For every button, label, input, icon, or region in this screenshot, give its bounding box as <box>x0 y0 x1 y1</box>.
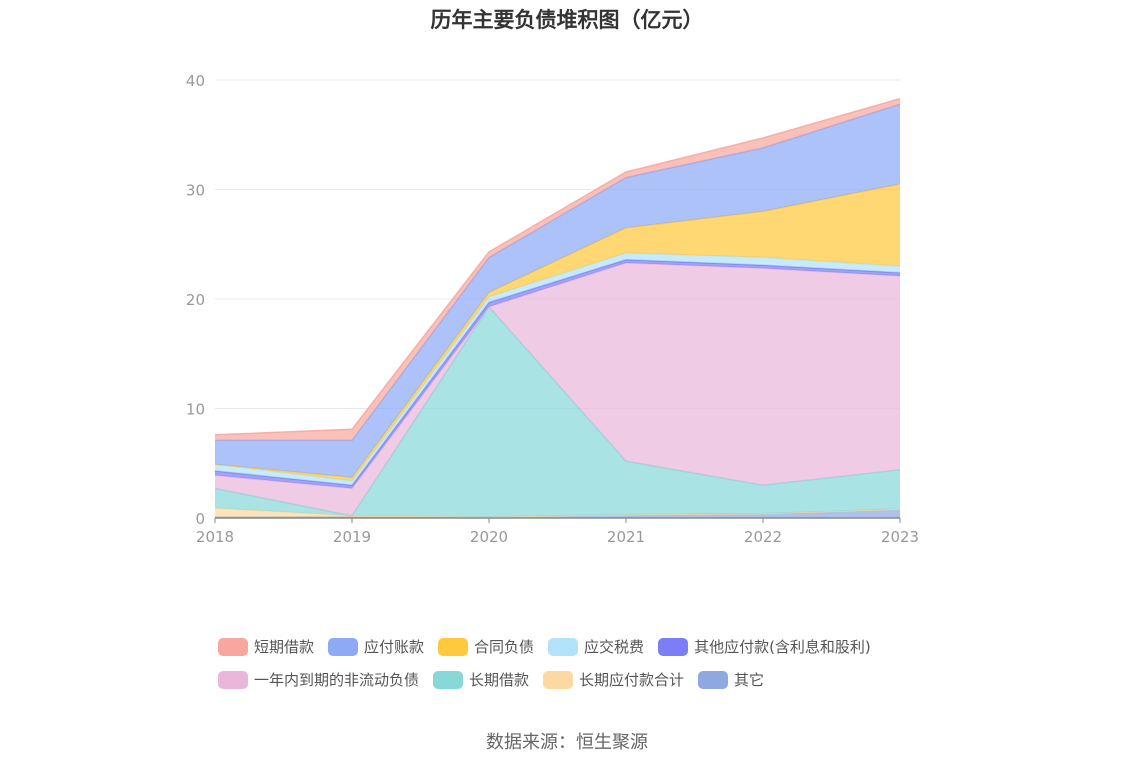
legend-item[interactable]: 应交税费 <box>548 636 644 657</box>
x-tick-label: 2019 <box>333 528 371 546</box>
series-area <box>215 508 900 517</box>
area-series-layer <box>214 97 901 518</box>
axes: 0 10 20 30 40 2018 2019 2020 2021 2022 2023 <box>186 72 919 546</box>
legend-swatch <box>438 637 469 656</box>
x-tick-label: 2022 <box>744 528 782 546</box>
legend-item[interactable]: 一年内到期的非流动负债 <box>218 669 419 690</box>
series-area <box>215 104 900 478</box>
legend-item[interactable]: 长期应付款合计 <box>543 669 684 690</box>
legend-row: 一年内到期的非流动负债 长期借款 长期应付款合计 其它 <box>218 663 978 696</box>
chart-title: 历年主要负债堆积图（亿元） <box>430 8 704 32</box>
y-tick-label: 40 <box>186 72 205 90</box>
legend-swatch <box>328 637 359 656</box>
y-tick-label: 30 <box>186 182 205 200</box>
legend-swatch <box>658 637 689 656</box>
legend-swatch <box>698 670 729 689</box>
legend-item[interactable]: 其它 <box>698 669 764 690</box>
legend-label: 短期借款 <box>254 638 315 656</box>
series-area <box>215 262 900 516</box>
x-tick-label: 2018 <box>196 528 234 546</box>
legend-swatch <box>218 637 248 656</box>
series-area <box>215 184 900 481</box>
legend-swatch <box>548 637 579 656</box>
legend-row: 短期借款 应付账款 合同负债 应交税费 其他应付款(含利息和股利) <box>218 630 978 663</box>
legend-label: 长期应付款合计 <box>579 671 685 689</box>
x-tick-label: 2020 <box>470 528 508 546</box>
legend-item[interactable]: 其他应付款(含利息和股利) <box>658 636 871 657</box>
legend-item[interactable]: 合同负债 <box>438 636 534 657</box>
legend-label: 长期借款 <box>469 671 530 689</box>
stacked-area-chart: 0 10 20 30 40 2018 2019 2020 2021 2022 2023 <box>186 72 919 546</box>
legend: 短期借款 应付账款 合同负债 应交税费 其他应付款(含利息和股利) 一年内到期的非流动负… <box>218 630 978 696</box>
y-tick-label: 0 <box>195 510 205 528</box>
x-tick-label: 2021 <box>607 528 645 546</box>
legend-item[interactable]: 长期借款 <box>433 669 529 690</box>
legend-label: 其它 <box>734 671 765 689</box>
legend-label: 应交税费 <box>584 638 645 656</box>
legend-swatch <box>543 670 574 689</box>
legend-label: 应付账款 <box>364 638 425 656</box>
legend-swatch <box>218 670 248 689</box>
series-area <box>215 509 900 518</box>
y-tick-label: 10 <box>186 401 205 419</box>
y-tick-label: 20 <box>186 291 205 309</box>
legend-item[interactable]: 短期借款 <box>218 636 314 657</box>
legend-label: 合同负债 <box>474 638 535 656</box>
x-tick-label: 2023 <box>881 528 919 546</box>
data-source-note: 数据来源：恒生聚源 <box>486 732 648 753</box>
series-line <box>214 97 901 436</box>
legend-item[interactable]: 应付账款 <box>328 636 424 657</box>
legend-label: 一年内到期的非流动负债 <box>254 671 420 689</box>
legend-swatch <box>433 670 464 689</box>
legend-label: 其他应付款(含利息和股利) <box>694 638 871 656</box>
